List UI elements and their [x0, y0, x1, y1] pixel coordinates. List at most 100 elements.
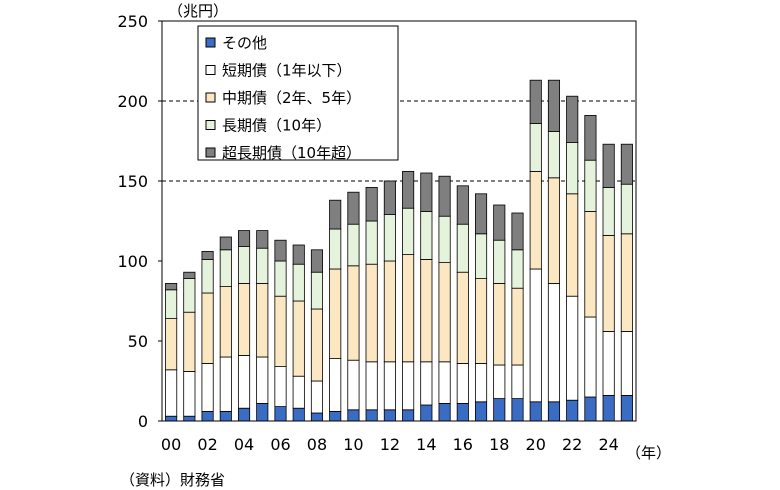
bar-segment-4 [219, 236, 232, 251]
bar-segment-3 [201, 258, 214, 294]
y-axis-ticks: 0 50 100 150 200 250 [117, 12, 162, 431]
bar-segment-0 [310, 412, 324, 422]
bar-segment-2 [566, 193, 579, 297]
bar-segment-3 [310, 271, 324, 310]
bar-segment-3 [420, 210, 433, 260]
bar-segment-1 [256, 356, 269, 404]
bar-segment-3 [493, 239, 506, 284]
bar-segment-4 [620, 143, 633, 185]
bar-segment-1 [329, 358, 342, 412]
bar-segment-0 [201, 410, 214, 422]
bar-segment-1 [584, 316, 597, 398]
bar-segment-3 [274, 260, 287, 297]
bar-segment-2 [529, 170, 542, 270]
bar-segment-1 [456, 362, 469, 404]
bar-segment-0 [493, 398, 506, 422]
x-tick-label: 02 [197, 435, 217, 454]
bar-segment-1 [438, 361, 451, 404]
bar-segment-0 [474, 401, 488, 422]
bar-segment-3 [219, 249, 232, 288]
x-tick-label: 16 [453, 435, 473, 454]
bar-segment-1 [237, 354, 251, 409]
bar-segment-4 [274, 239, 287, 262]
bar-segment-1 [529, 268, 542, 403]
bar-segment-2 [310, 308, 324, 382]
legend-swatch-3 [205, 120, 216, 130]
bar-segment-1 [511, 364, 524, 399]
bar-segment-0 [438, 402, 451, 422]
bar-segment-2 [274, 295, 287, 368]
bar-segment-3 [183, 278, 196, 313]
x-tick-label: 06 [270, 435, 290, 454]
bar-segment-3 [602, 186, 615, 236]
bar-segment-3 [347, 223, 360, 267]
x-tick-label: 12 [380, 435, 400, 454]
bar-segment-3 [365, 220, 378, 265]
bar-segment-1 [292, 375, 305, 409]
bar-segment-3 [584, 159, 597, 212]
x-tick-label: 24 [598, 435, 618, 454]
bar-segment-1 [183, 370, 196, 417]
bar-segment-4 [201, 250, 214, 260]
bar-segment-3 [438, 215, 451, 263]
y-tick-label: 150 [117, 172, 148, 191]
bar-segment-4 [256, 230, 269, 249]
x-axis-ticks: 00 02 04 06 08 10 12 14 16 18 20 22 24 [161, 435, 619, 454]
bar-segment-2 [165, 318, 178, 371]
bar-segment-1 [493, 364, 506, 399]
bar-segment-0 [237, 407, 251, 422]
legend-label-1: 短期債（1年以下） [222, 62, 352, 80]
bar-segment-0 [329, 410, 342, 422]
y-tick-label: 100 [117, 252, 148, 271]
bar-segment-2 [347, 265, 360, 361]
bar-segment-3 [383, 214, 396, 262]
bar-segment-4 [183, 271, 196, 280]
bar-segment-3 [237, 246, 251, 284]
bar-segment-1 [274, 366, 287, 408]
bar-segment-2 [383, 260, 396, 363]
bar-segment-4 [584, 115, 597, 161]
bar-segment-3 [566, 142, 579, 195]
bar-segment-0 [620, 394, 633, 422]
x-tick-label: 14 [416, 435, 436, 454]
legend-label-3: 長期債（10年） [222, 117, 331, 135]
bar-segment-0 [256, 402, 269, 422]
bar-segment-4 [347, 191, 360, 225]
source-note: （資料）財務省 [120, 471, 225, 489]
bar-segment-2 [474, 278, 488, 364]
bar-segment-1 [402, 361, 415, 411]
bar-segment-0 [365, 409, 378, 422]
bar-segment-1 [165, 369, 178, 417]
bar-segment-4 [493, 204, 506, 241]
bar-segment-2 [456, 271, 469, 364]
bar-segment-1 [620, 330, 633, 396]
x-tick-label: 10 [343, 435, 363, 454]
legend-label-4: 超長期債（10年超） [222, 144, 361, 162]
bar-segment-0 [566, 399, 579, 422]
bar-segment-2 [365, 263, 378, 363]
bar-segment-1 [201, 362, 214, 412]
bar-segment-4 [329, 199, 342, 230]
y-tick-label: 250 [117, 12, 148, 31]
bar-segment-2 [256, 282, 269, 358]
x-tick-label: 00 [161, 435, 181, 454]
bar-segment-4 [292, 244, 305, 265]
bar-segment-0 [292, 407, 305, 422]
x-tick-label: 22 [562, 435, 582, 454]
bar-segment-4 [456, 185, 469, 225]
bar-segment-2 [219, 286, 232, 358]
bar-segment-3 [620, 183, 633, 235]
bar-segment-0 [529, 401, 542, 422]
bar-segment-3 [474, 233, 488, 280]
bar-segment-0 [547, 401, 561, 422]
x-tick-label: 04 [234, 435, 254, 454]
bar-segment-4 [511, 212, 524, 251]
legend-swatch-1 [205, 65, 216, 75]
x-tick-label: 20 [526, 435, 546, 454]
bar-segment-0 [511, 398, 524, 422]
bar-segment-0 [165, 415, 178, 422]
bar-segment-2 [511, 287, 524, 366]
bar-segment-2 [547, 177, 561, 284]
bar-segment-1 [566, 295, 579, 401]
